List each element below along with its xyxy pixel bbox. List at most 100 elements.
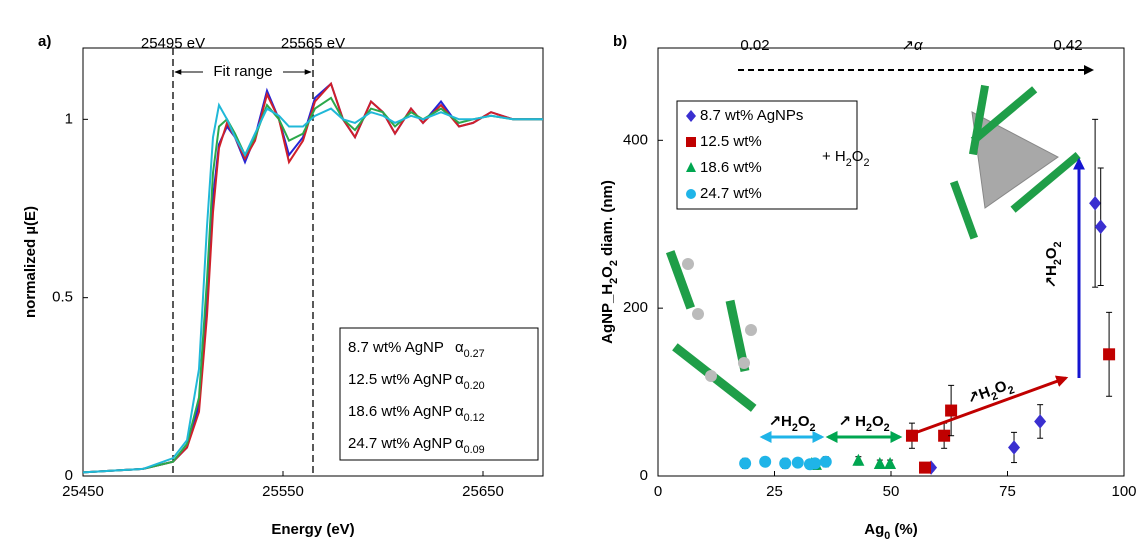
reagent-label-part: + H — [822, 148, 846, 165]
legend-alpha-part: α — [455, 371, 464, 388]
marker-circle — [686, 189, 696, 199]
y-axis-title: normalized µ(E) — [22, 206, 39, 318]
legend-label: 18.6 wt% — [700, 159, 762, 176]
legend-label: 12.5 wt% — [700, 133, 762, 150]
x-tick-label: 25450 — [62, 483, 104, 500]
x-tick-label: 75 — [999, 483, 1016, 500]
marker-diamond — [1094, 219, 1107, 234]
legend-alpha-part: 0.27 — [464, 348, 485, 360]
triangle-illustration — [949, 84, 1081, 240]
x-axis-title-part: 0 — [884, 530, 890, 542]
h2o2-arrow-label-part: ↗H — [768, 413, 791, 430]
marker-square — [945, 404, 958, 417]
h2o2-arrow-label-part: 2 — [810, 422, 816, 434]
fit-range-label-bg — [203, 62, 283, 82]
marker-diamond — [1008, 440, 1021, 455]
spectrum-line — [82, 81, 543, 474]
h2o2-arrow-label-part: O — [798, 413, 810, 430]
marker-circle — [791, 456, 804, 469]
h2o2-arrow — [911, 375, 1069, 436]
legend-alpha: α0.20 — [455, 371, 485, 392]
y-axis-title: AgNP_H2O2 diam. (nm) — [599, 180, 620, 344]
y-tick-label: 200 — [623, 299, 648, 316]
sphere — [705, 370, 717, 382]
y-tick-label: 0 — [640, 467, 648, 484]
legend-alpha: α0.27 — [455, 339, 485, 360]
marker-triangle — [884, 457, 897, 470]
h2o2-arrow-label-part: O — [872, 413, 884, 430]
marker-triangle — [686, 162, 696, 172]
legend-alpha-part: α — [455, 435, 464, 452]
x-axis-title-part: (%) — [890, 521, 918, 538]
y-axis-title-part: 2 — [608, 278, 620, 284]
alpha-start: 0.02 — [740, 37, 769, 54]
legend-label: 24.7 wt% — [700, 185, 762, 202]
x-axis-title-part: Ag — [864, 521, 884, 538]
h2o2-arrow-label-part: 2 — [990, 390, 1000, 403]
marker-circle — [809, 457, 822, 470]
x-axis-title: Energy (eV) — [271, 521, 354, 538]
y-tick-label: 1 — [65, 110, 73, 127]
spectrum-line — [82, 102, 543, 474]
panel-label: b) — [613, 33, 627, 50]
h2o2-arrow-label-part: ↗H — [965, 384, 993, 408]
rod — [665, 250, 695, 310]
y-axis-title-part: O — [599, 266, 616, 278]
legend-alpha-part: 0.09 — [464, 444, 485, 456]
spectrum-line — [82, 96, 543, 474]
sphere — [738, 357, 750, 369]
legend-box — [339, 327, 539, 461]
y-tick-label: 0 — [65, 467, 73, 484]
alpha-label: ↗α — [901, 37, 923, 54]
legend-label: 8.7 wt% AgNPs — [700, 107, 803, 124]
reagent-label: + H2O2 — [822, 148, 869, 169]
h2o2-arrow-label-part: ↗H — [1043, 265, 1060, 288]
rod — [1010, 151, 1081, 213]
legend-label: 24.7 wt% AgNP — [348, 435, 452, 452]
marker-triangle — [873, 457, 886, 470]
spectrum-line — [82, 81, 543, 474]
marker-diamond — [686, 110, 696, 122]
legend-label: 8.7 wt% AgNP — [348, 339, 444, 356]
sphere — [692, 308, 704, 320]
alpha-end: 0.42 — [1053, 37, 1082, 54]
marker-circle — [819, 455, 832, 468]
x-axis-title: Ag0 (%) — [864, 521, 918, 542]
legend-alpha-part: 0.20 — [464, 380, 485, 392]
x-tick-label: 25650 — [462, 483, 504, 500]
h2o2-arrow-label-part: ↗ H — [838, 413, 866, 430]
rod — [949, 180, 979, 240]
marker-circle — [779, 457, 792, 470]
marker-diamond — [1089, 196, 1102, 211]
marker-square — [938, 429, 951, 442]
legend-alpha: α0.09 — [455, 435, 485, 456]
legend-alpha-part: α — [455, 403, 464, 420]
h2o2-arrow-label-part: 2 — [1052, 241, 1064, 247]
legend-alpha-part: α — [455, 339, 464, 356]
fit-range-bound-label: 25565 eV — [281, 35, 345, 52]
x-tick-label: 25 — [766, 483, 783, 500]
marker-diamond — [1034, 414, 1047, 429]
h2o2-arrow-label-part: O — [1043, 247, 1060, 259]
marker-square — [1103, 348, 1116, 361]
sphere — [745, 324, 757, 336]
legend-box — [676, 100, 858, 210]
reagent-label-part: 2 — [846, 157, 852, 169]
y-tick-label: 400 — [623, 131, 648, 148]
y-axis-title-part: AgNP_H — [599, 284, 616, 344]
legend-alpha: α0.12 — [455, 403, 485, 424]
nanorod-illustration — [665, 250, 757, 412]
h2o2-arrow-label-part: 2 — [1006, 384, 1016, 397]
marker-triangle — [852, 453, 865, 466]
x-tick-label: 25550 — [262, 483, 304, 500]
x-tick-label: 50 — [883, 483, 900, 500]
legend-label: 18.6 wt% AgNP — [348, 403, 452, 420]
legend-alpha-part: 0.12 — [464, 412, 485, 424]
sphere — [682, 258, 694, 270]
h2o2-arrow-label: ↗ H2O2 — [838, 413, 889, 434]
fit-range-bound-label: 25495 eV — [141, 35, 205, 52]
triangle — [971, 111, 1059, 209]
rod — [970, 86, 1038, 144]
